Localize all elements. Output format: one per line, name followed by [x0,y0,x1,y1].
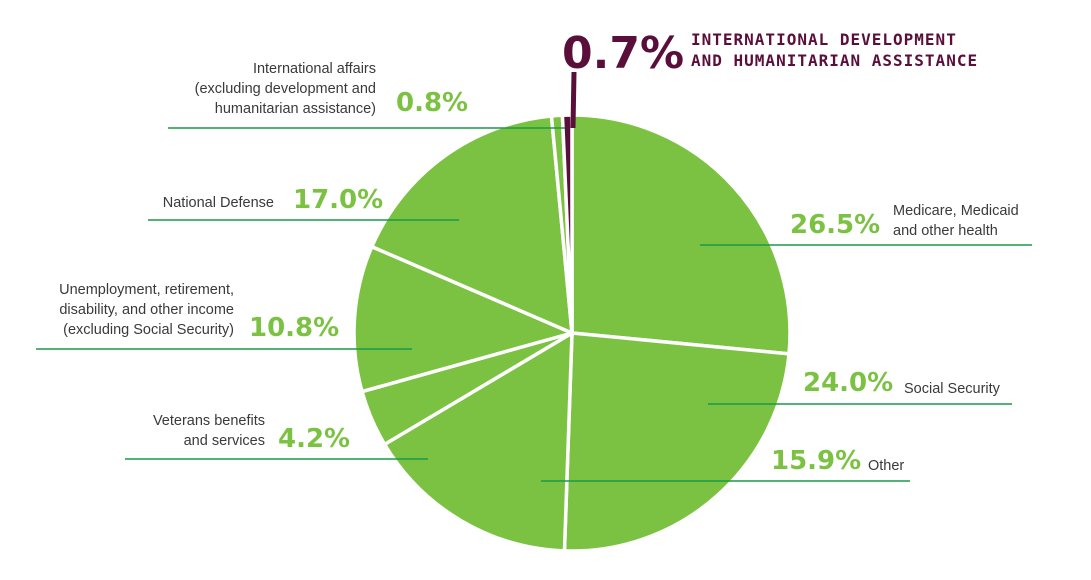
slice-category-label-6-2: humanitarian assistance) [215,101,376,117]
highlight-category-label-0: INTERNATIONAL DEVELOPMENT [691,30,957,49]
slice-category-label-6-0: International affairs [253,61,376,77]
slice-label-group-2: Other 15.9% [541,446,910,482]
slice-label-group-6: International affairs (excluding developm… [168,61,565,129]
slice-category-label-5-0: National Defense [163,195,274,211]
slice-label-group-0: Medicare, Medicaid and other health 26.5% [700,203,1032,246]
pie-slice-5 [369,114,575,336]
slice-label-group-4: Unemployment, retirement, disability, and… [36,282,412,350]
slice-category-label-4-2: (excluding Social Security) [63,322,234,338]
pie-slice-4 [352,244,578,394]
slice-label-group-5: National Defense 17.0% [148,185,459,221]
slice-percent-label-2: 15.9% [771,446,861,476]
slice-category-label-0-1: and other health [893,223,998,239]
slice-percent-label-6: 0.8% [396,88,468,118]
pie-slice-2 [382,329,574,553]
slice-percent-label-0: 26.5% [790,210,880,240]
slice-label-group-3: Veterans benefits and services 4.2% [125,413,428,460]
slice-category-label-1-0: Social Security [904,381,1001,397]
slice-percent-label-3: 4.2% [278,424,350,454]
slice-category-label-0-0: Medicare, Medicaid [893,203,1019,219]
slice-category-label-2-0: Other [868,458,904,474]
slice-percent-label-7: 0.7% [562,28,684,79]
slice-category-label-4-1: disability, and other income [59,302,234,318]
slice-category-label-3-1: and services [184,433,265,449]
slice-percent-label-1: 24.0% [803,368,893,398]
highlight-category-label-1: AND HUMANITARIAN ASSISTANCE [691,51,978,70]
pie-slices [352,113,792,553]
slice-category-label-3-0: Veterans benefits [153,413,265,429]
highlight-leader-line [570,71,577,129]
slice-percent-label-4: 10.8% [249,313,339,343]
slice-percent-label-5: 17.0% [293,185,383,215]
slice-category-label-4-0: Unemployment, retirement, [59,282,234,298]
slice-label-group-1: Social Security 24.0% [708,368,1012,405]
highlight-callout: 0.7% INTERNATIONAL DEVELOPMENT AND HUMANIT… [562,28,978,129]
pie-slice-0 [570,113,792,356]
slice-category-label-6-1: (excluding development and [195,81,376,97]
pie-slice-1 [562,331,791,553]
